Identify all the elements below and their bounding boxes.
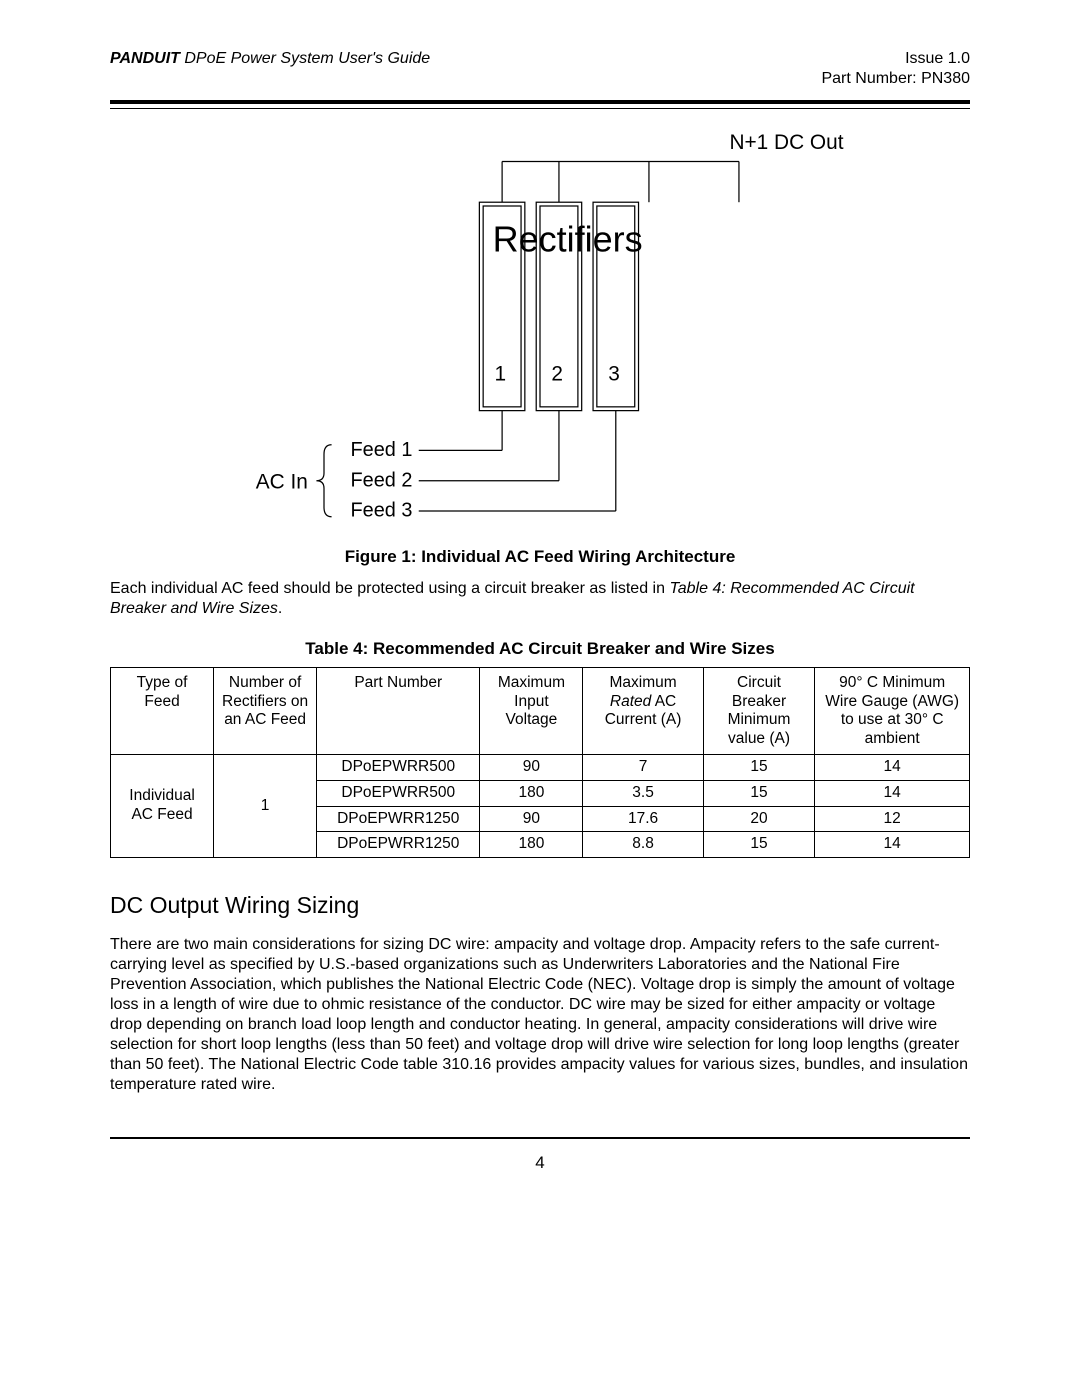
- table-row: Individual AC Feed 1 DPoEPWRR500 90 7 15…: [111, 755, 970, 781]
- paragraph-1: Each individual AC feed should be protec…: [110, 579, 970, 619]
- header-left: PANDUIT DPoE Power System User's Guide: [110, 50, 430, 68]
- cell-brk: 15: [703, 832, 815, 858]
- cell-volt: 90: [480, 806, 583, 832]
- cell-curr: 17.6: [583, 806, 703, 832]
- cell-wire: 12: [815, 806, 970, 832]
- doc-title: DPoE Power System User's Guide: [180, 50, 430, 67]
- cell-curr: 8.8: [583, 832, 703, 858]
- wiring-svg: N+1 DC Out Rectifiers 1 2 3 AC In Feed 1…: [180, 127, 900, 537]
- cell-volt: 90: [480, 755, 583, 781]
- page-number: 4: [110, 1153, 970, 1173]
- cell-brk: 15: [703, 780, 815, 806]
- rect-num-3: 3: [608, 362, 620, 385]
- feed-2-label: Feed 2: [351, 469, 413, 491]
- table-header-row: Type of Feed Number of Rectifiers on an …: [111, 668, 970, 755]
- page-header: PANDUIT DPoE Power System User's Guide I…: [110, 50, 970, 88]
- rect-num-1: 1: [495, 362, 507, 385]
- th-current: Maximum Rated AC Current (A): [583, 668, 703, 755]
- cell-brk: 20: [703, 806, 815, 832]
- cell-brk: 15: [703, 755, 815, 781]
- dc-out-label: N+1 DC Out: [729, 131, 843, 154]
- figure-1-caption: Figure 1: Individual AC Feed Wiring Arch…: [110, 547, 970, 567]
- table-4-caption: Table 4: Recommended AC Circuit Breaker …: [110, 639, 970, 659]
- cell-numrect: 1: [214, 755, 317, 857]
- cell-wire: 14: [815, 780, 970, 806]
- cell-part: DPoEPWRR500: [317, 755, 480, 781]
- brand-name: PANDUIT: [110, 50, 180, 67]
- para1-a: Each individual AC feed should be protec…: [110, 580, 669, 597]
- cell-wire: 14: [815, 755, 970, 781]
- th-type: Type of Feed: [111, 668, 214, 755]
- issue-label: Issue 1.0: [821, 50, 970, 68]
- figure-1-diagram: N+1 DC Out Rectifiers 1 2 3 AC In Feed 1…: [110, 127, 970, 537]
- cell-part: DPoEPWRR1250: [317, 806, 480, 832]
- rectifiers-label: Rectifiers: [493, 218, 643, 259]
- footer-rule: [110, 1137, 970, 1139]
- th-part: Part Number: [317, 668, 480, 755]
- header-right: Issue 1.0 Part Number: PN380: [821, 50, 970, 88]
- cell-part: DPoEPWRR500: [317, 780, 480, 806]
- feed-3-label: Feed 3: [351, 500, 413, 522]
- cell-feedtype: Individual AC Feed: [111, 755, 214, 857]
- cell-curr: 3.5: [583, 780, 703, 806]
- table-4: Type of Feed Number of Rectifiers on an …: [110, 667, 970, 858]
- para1-b: .: [278, 600, 282, 617]
- header-rule-thin: [110, 108, 970, 109]
- ac-in-label: AC In: [256, 470, 308, 493]
- th-voltage: Maximum Input Voltage: [480, 668, 583, 755]
- section-heading-dc-output: DC Output Wiring Sizing: [110, 892, 970, 919]
- header-rule-thick: [110, 100, 970, 104]
- rect-num-2: 2: [551, 362, 563, 385]
- cell-part: DPoEPWRR1250: [317, 832, 480, 858]
- th-breaker: Circuit Breaker Minimum value (A): [703, 668, 815, 755]
- part-number: Part Number: PN380: [821, 70, 970, 88]
- cell-volt: 180: [480, 780, 583, 806]
- cell-volt: 180: [480, 832, 583, 858]
- feed-1-label: Feed 1: [351, 439, 413, 461]
- cell-wire: 14: [815, 832, 970, 858]
- section-paragraph: There are two main considerations for si…: [110, 935, 970, 1095]
- th-numrect: Number of Rectifiers on an AC Feed: [214, 668, 317, 755]
- cell-curr: 7: [583, 755, 703, 781]
- th-wire: 90° C Minimum Wire Gauge (AWG) to use at…: [815, 668, 970, 755]
